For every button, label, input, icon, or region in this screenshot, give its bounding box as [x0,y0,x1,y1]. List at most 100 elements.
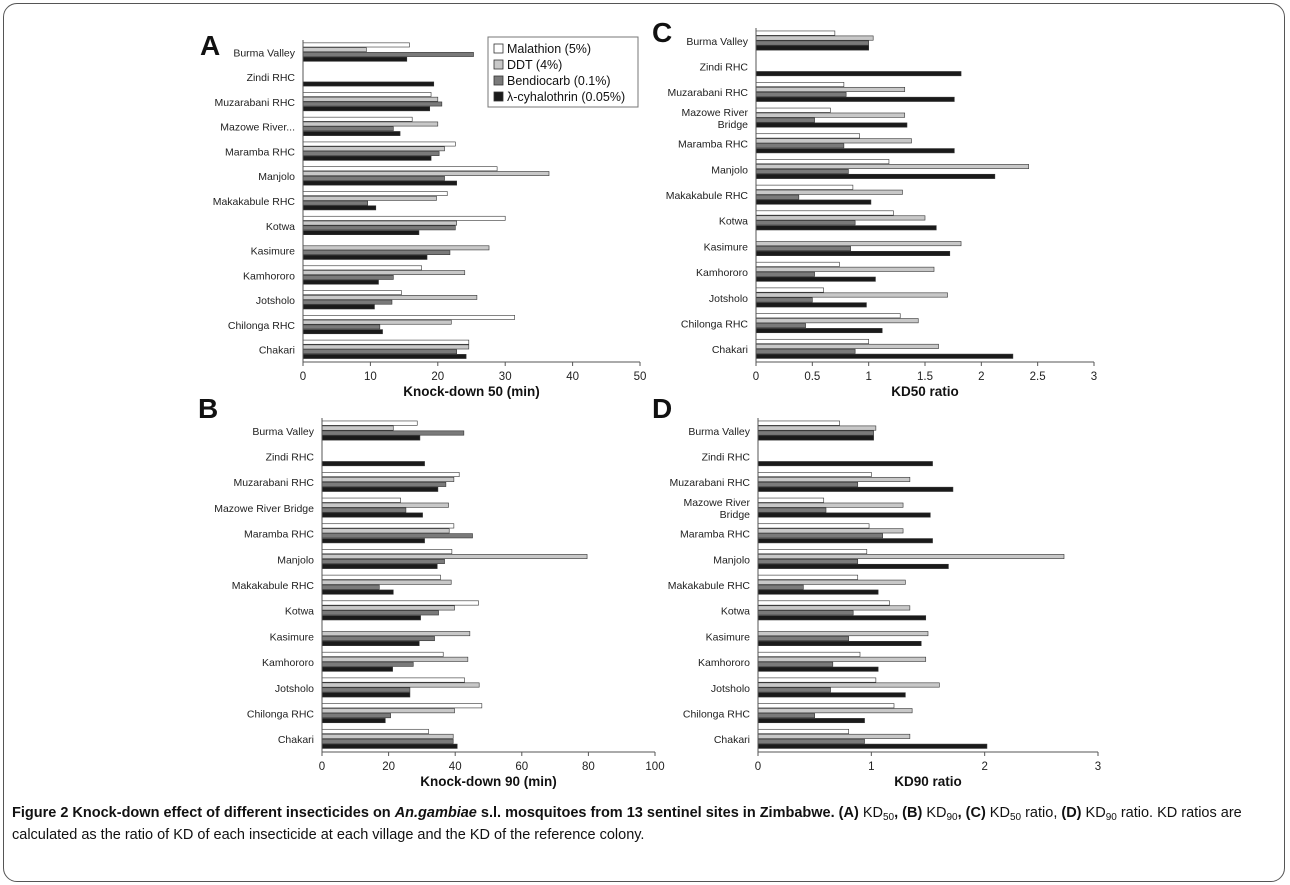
x-tick-d-1: 1 [868,761,874,773]
bar-d-10-1 [757,682,940,688]
x-tick-c-0: 0 [753,371,759,383]
bar-c-2-1 [755,86,906,92]
bar-a-3-0 [302,116,413,122]
bar-a-9-2 [302,275,394,280]
figure-frame [3,3,1285,882]
category-label-a-3: Mazowe River... [220,122,295,134]
category-label-b-4: Maramba RHC [244,529,314,541]
bar-a-8-2 [302,250,451,256]
category-label-d-7: Kotwa [721,606,750,618]
category-label-a-7: Kotwa [266,221,295,233]
bar-a-4-0 [302,141,456,147]
bar-a-6-1 [302,195,437,201]
category-label-d-11: Chilonga RHC [683,708,751,720]
x-tick-c-1: 0.5 [804,371,820,383]
bar-d-10-3 [757,692,906,698]
category-label-b-6: Makakabule RHC [232,580,315,592]
bar-b-4-0 [321,523,455,529]
category-label-b-3: Mazowe River Bridge [214,503,314,515]
bar-d-3-3 [757,512,931,518]
x-tick-c-5: 2.5 [1030,371,1046,383]
bar-a-11-0 [302,315,515,320]
bar-c-8-1 [755,241,962,247]
bar-a-8-3 [302,255,428,260]
bar-b-12-2 [321,738,454,744]
category-label-a-9: Kamhororo [243,270,295,282]
category-label-c-8: Kasimure [704,241,749,253]
panel-b: B Burma Valley Zindi RHC Muzarabani RHC Mazo… [198,393,665,789]
x-tick-b-3: 60 [515,761,528,773]
legend-swatch-1 [493,59,504,70]
legend: Malathion (5%) DDT (4%) Bendiocarb (0.1%) λ… [487,36,639,108]
bar-b-8-2 [321,636,435,642]
bar-d-9-1 [757,656,927,662]
bar-b-7-1 [321,605,455,611]
bar-a-9-1 [302,270,466,276]
bar-c-9-2 [755,271,815,277]
bar-d-4-3 [757,538,933,544]
bar-d-5-3 [757,563,949,569]
bar-b-3-0 [321,497,401,503]
bar-a-10-3 [302,304,375,310]
bar-a-12-3 [302,354,467,359]
bar-d-0-1 [757,425,877,431]
bar-b-1-3 [321,461,425,467]
bar-a-2-2 [302,101,443,107]
category-label-c-4: Maramba RHC [678,139,748,151]
bar-d-2-3 [757,486,954,492]
bar-c-2-3 [755,96,955,102]
bar-c-11-0 [755,313,901,319]
bar-c-12-0 [755,338,869,344]
bar-d-1-3 [757,461,933,467]
bar-c-9-0 [755,261,840,267]
category-label-c-12: Chakari [712,344,748,356]
bar-d-6-0 [757,574,859,580]
bar-d-12-1 [757,733,911,739]
bar-d-6-1 [757,579,906,585]
bar-b-4-3 [321,538,425,544]
bar-d-4-0 [757,523,870,529]
bar-c-10-0 [755,287,824,293]
bar-c-9-3 [755,276,876,282]
bar-d-7-0 [757,600,890,606]
bar-b-11-0 [321,703,483,709]
bar-c-5-2 [755,169,849,174]
bar-c-6-1 [755,189,903,195]
bar-b-12-3 [321,743,458,749]
bar-b-3-3 [321,512,423,518]
bar-b-6-1 [321,579,452,585]
bar-a-8-1 [302,245,490,251]
bar-b-2-0 [321,472,460,477]
bar-b-3-2 [321,507,407,513]
category-label-a-6: Makakabule RHC [213,196,296,208]
category-label-d-6: Makakabule RHC [668,580,751,592]
bar-b-6-2 [321,584,380,590]
x-tick-b-0: 0 [319,761,325,773]
bar-b-5-1 [321,554,588,560]
bar-b-11-2 [321,713,391,719]
bar-c-7-1 [755,215,926,221]
bar-c-0-2 [755,40,869,46]
bar-c-6-3 [755,199,872,205]
caption-title: Figure 2 Knock-down effect of different … [12,805,835,821]
legend-label-3: λ-cyhalothrin (0.05%) [507,90,625,104]
bar-c-3-2 [755,117,815,123]
category-label-b-1: Zindi RHC [266,452,315,464]
bar-c-3-0 [755,107,831,113]
bar-a-3-1 [302,121,439,127]
bar-c-6-0 [755,184,854,190]
bar-c-8-3 [755,251,951,256]
panel-letter-d: D [652,393,672,424]
bar-b-2-2 [321,481,447,487]
category-label-a-0: Burma Valley [233,47,295,59]
bar-a-12-1 [302,344,470,350]
bar-d-11-0 [757,703,895,709]
bar-d-3-0 [757,497,825,503]
bar-a-10-0 [302,290,402,296]
bar-c-1-3 [755,71,962,77]
bar-d-7-3 [757,615,927,621]
bar-c-6-2 [755,194,800,200]
bar-d-0-0 [757,420,840,426]
bar-b-0-1 [321,425,394,431]
x-tick-d-2: 2 [981,761,987,773]
